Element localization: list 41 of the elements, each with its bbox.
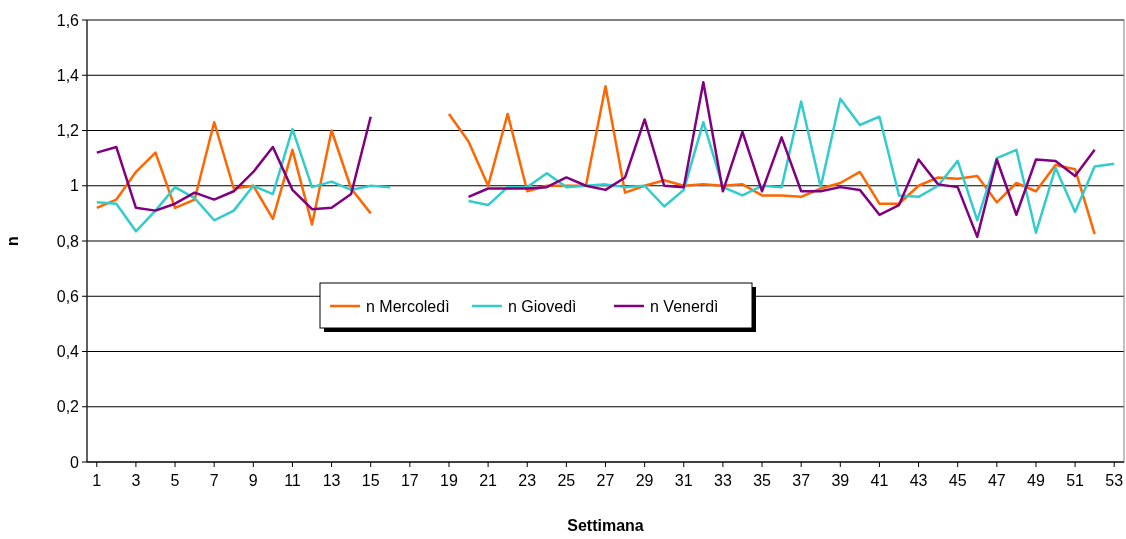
- x-tick-label: 51: [1066, 472, 1085, 489]
- y-axis-title: n: [4, 236, 21, 246]
- x-tick-label: 35: [753, 472, 772, 489]
- x-tick-label: 23: [518, 472, 537, 489]
- x-tick-label: 39: [831, 472, 850, 489]
- y-tick-label: 1,4: [56, 66, 80, 84]
- y-tick-label: 1,2: [56, 122, 80, 140]
- x-tick-label: 9: [248, 472, 258, 489]
- x-tick-label: 31: [674, 472, 693, 489]
- y-tick-label: 1: [70, 177, 80, 195]
- x-tick-label: 45: [948, 472, 967, 489]
- x-tick-label: 21: [479, 472, 498, 489]
- y-tick-label: 0,4: [56, 343, 80, 361]
- x-tick-label: 47: [987, 472, 1006, 489]
- x-tick-label: 27: [596, 472, 615, 489]
- x-tick-label: 5: [170, 472, 180, 489]
- y-tick-label: 0,8: [56, 232, 80, 250]
- x-tick-label: 41: [870, 472, 889, 489]
- y-tick-label: 0,6: [56, 287, 80, 305]
- x-tick-label: 29: [635, 472, 654, 489]
- x-tick-label: 37: [792, 472, 811, 489]
- x-tick-label: 1: [92, 472, 102, 489]
- x-tick-label: 3: [131, 472, 141, 489]
- x-tick-label: 33: [714, 472, 732, 489]
- y-tick-label: 1,6: [56, 11, 80, 29]
- y-tick-label: 0,2: [56, 398, 80, 416]
- x-tick-label: 19: [440, 472, 458, 489]
- x-tick-label: 49: [1027, 472, 1045, 489]
- x-tick-label: 11: [284, 472, 301, 489]
- legend-label: n Mercoledì: [366, 297, 450, 315]
- y-tick-label: 0: [70, 453, 80, 471]
- x-tick-label: 25: [557, 472, 576, 489]
- x-axis-title: Settimana: [567, 517, 644, 534]
- x-tick-label: 43: [909, 472, 928, 489]
- legend-label: n Giovedì: [508, 297, 577, 315]
- x-tick-label: 7: [209, 472, 219, 489]
- x-tick-label: 13: [322, 472, 341, 489]
- legend-label: n Venerdì: [650, 297, 719, 315]
- x-tick-label: 53: [1105, 472, 1124, 489]
- x-tick-label: 15: [361, 472, 380, 489]
- x-tick-label: 17: [400, 472, 419, 489]
